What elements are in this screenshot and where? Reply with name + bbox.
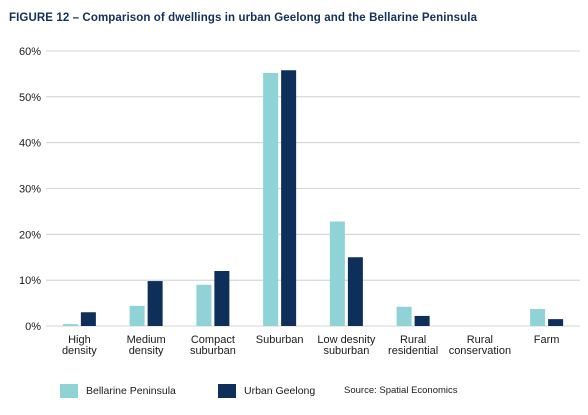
legend-label-geelong: Urban Geelong bbox=[244, 385, 316, 397]
x-tick-label: residential bbox=[388, 345, 438, 357]
bar-geelong bbox=[347, 257, 363, 326]
y-tick-label: 40% bbox=[19, 138, 41, 150]
x-tick-label: Compact bbox=[191, 334, 235, 346]
bar-bellarine bbox=[329, 221, 345, 326]
figure-title: FIGURE 12 – Comparison of dwellings in u… bbox=[9, 12, 478, 24]
x-tick-label: Suburban bbox=[256, 334, 304, 346]
legend-swatch-geelong bbox=[218, 384, 236, 398]
bar-geelong bbox=[147, 281, 163, 326]
x-tick-label: High bbox=[68, 334, 91, 346]
bar-geelong bbox=[281, 70, 297, 326]
bar-bellarine bbox=[62, 324, 78, 326]
source-note: Source: Spatial Economics bbox=[344, 385, 458, 396]
legend-item-geelong: Urban Geelong bbox=[218, 384, 315, 398]
legend-item-bellarine: Bellarine Peninsula bbox=[60, 384, 176, 398]
x-tick-label: conservation bbox=[449, 345, 511, 357]
bar-bellarine bbox=[196, 284, 212, 326]
x-tick-label: suburban bbox=[323, 345, 369, 357]
x-tick-label: density bbox=[62, 345, 97, 357]
bar-geelong bbox=[414, 315, 430, 326]
bar-bellarine bbox=[129, 305, 145, 326]
legend: Bellarine Peninsula Urban Geelong Source… bbox=[0, 384, 588, 408]
x-tick-label: Rural bbox=[467, 334, 493, 346]
bar-geelong bbox=[214, 271, 230, 326]
bar-geelong bbox=[80, 312, 96, 326]
legend-swatch-bellarine bbox=[60, 384, 78, 398]
y-tick-label: 60% bbox=[19, 46, 41, 58]
x-tick-label: Farm bbox=[534, 334, 560, 346]
x-tick-label: suburban bbox=[190, 345, 236, 357]
legend-label-bellarine: Bellarine Peninsula bbox=[86, 385, 176, 397]
x-tick-label: density bbox=[129, 345, 164, 357]
bar-chart: 0%10%20%30%40%50%60%HighdensityMediumden… bbox=[19, 46, 580, 357]
y-tick-label: 50% bbox=[19, 92, 41, 104]
bar-bellarine bbox=[263, 73, 279, 326]
y-tick-label: 0% bbox=[25, 321, 41, 333]
x-tick-label: Rural bbox=[400, 334, 426, 346]
y-tick-label: 10% bbox=[19, 275, 41, 287]
bar-bellarine bbox=[530, 309, 546, 326]
bar-bellarine bbox=[396, 306, 412, 326]
y-tick-label: 20% bbox=[19, 229, 41, 241]
y-tick-label: 30% bbox=[19, 184, 41, 196]
x-tick-label: Medium bbox=[127, 334, 166, 346]
x-tick-label: Low desnity bbox=[317, 334, 376, 346]
bar-geelong bbox=[548, 319, 564, 326]
